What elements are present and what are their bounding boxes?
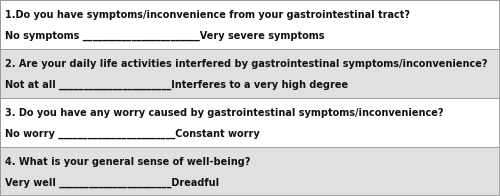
- Bar: [0, 147, 500, 196]
- Bar: [0, 98, 500, 147]
- Bar: [0, 0, 500, 49]
- Text: No symptoms ________________________Very severe symptoms: No symptoms ________________________Very…: [5, 31, 324, 41]
- Text: 4. What is your general sense of well-being?: 4. What is your general sense of well-be…: [5, 157, 250, 167]
- Text: Very well _______________________Dreadful: Very well _______________________Dreadfu…: [5, 178, 219, 188]
- Text: 1.Do you have symptoms/inconvenience from your gastrointestinal tract?: 1.Do you have symptoms/inconvenience fro…: [5, 10, 410, 20]
- Text: 3. Do you have any worry caused by gastrointestinal symptoms/inconvenience?: 3. Do you have any worry caused by gastr…: [5, 108, 444, 118]
- Text: 2. Are your daily life activities interfered by gastrointestinal symptoms/inconv: 2. Are your daily life activities interf…: [5, 59, 488, 69]
- Text: No worry ________________________Constant worry: No worry ________________________Constan…: [5, 129, 260, 139]
- Bar: [0, 49, 500, 98]
- Text: Not at all _______________________Interferes to a very high degree: Not at all _______________________Interf…: [5, 80, 348, 90]
